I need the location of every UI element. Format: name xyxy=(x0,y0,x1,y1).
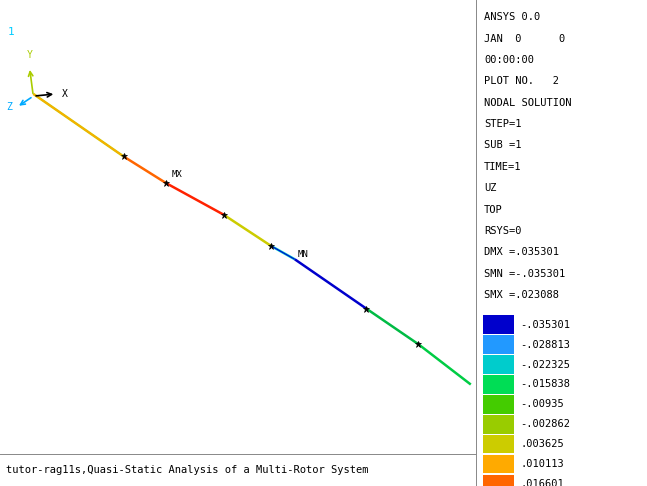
Text: RSYS=0: RSYS=0 xyxy=(484,226,521,236)
Text: -.035301: -.035301 xyxy=(520,320,570,330)
Text: .003625: .003625 xyxy=(520,439,564,449)
Text: UZ: UZ xyxy=(484,183,496,193)
Text: -.028813: -.028813 xyxy=(520,340,570,349)
Text: -.022325: -.022325 xyxy=(520,360,570,369)
Text: SUB =1: SUB =1 xyxy=(484,140,521,151)
Text: JAN  0      0: JAN 0 0 xyxy=(484,34,565,44)
Text: MX: MX xyxy=(171,170,182,179)
Text: -.002862: -.002862 xyxy=(520,419,570,429)
Text: ANSYS 0.0: ANSYS 0.0 xyxy=(484,12,540,22)
Text: 1: 1 xyxy=(8,27,14,37)
Text: SMN =-.035301: SMN =-.035301 xyxy=(484,269,565,279)
Text: PLOT NO.   2: PLOT NO. 2 xyxy=(484,76,559,87)
Text: Y: Y xyxy=(27,50,32,60)
Text: tutor-rag11s,Quasi-Static Analysis of a Multi-Rotor System: tutor-rag11s,Quasi-Static Analysis of a … xyxy=(6,465,369,475)
Text: .010113: .010113 xyxy=(520,459,564,469)
Text: -.00935: -.00935 xyxy=(520,399,564,409)
Text: 00:00:00: 00:00:00 xyxy=(484,55,534,65)
Text: NODAL SOLUTION: NODAL SOLUTION xyxy=(484,98,571,108)
Text: DMX =.035301: DMX =.035301 xyxy=(484,247,559,258)
Text: X: X xyxy=(62,89,68,99)
Text: TOP: TOP xyxy=(484,205,503,215)
Text: -.015838: -.015838 xyxy=(520,380,570,389)
Text: Z: Z xyxy=(6,103,12,112)
Text: MN: MN xyxy=(298,250,309,259)
Text: STEP=1: STEP=1 xyxy=(484,119,521,129)
Text: .016601: .016601 xyxy=(520,479,564,486)
Text: TIME=1: TIME=1 xyxy=(484,162,521,172)
Text: SMX =.023088: SMX =.023088 xyxy=(484,290,559,300)
